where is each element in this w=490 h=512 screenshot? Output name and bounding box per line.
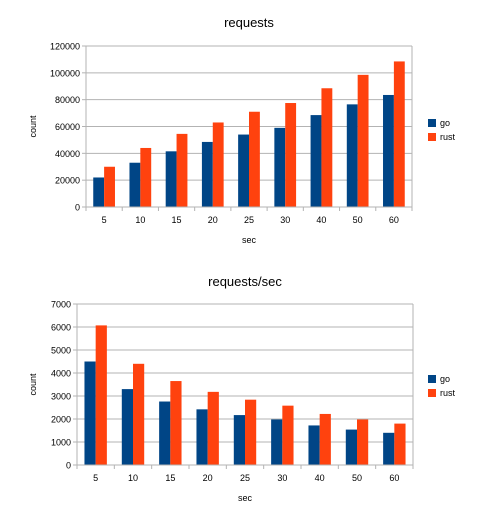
bar-go [383,432,395,465]
y-tick-label: 0 [66,461,71,471]
bar-rust [249,111,260,207]
legend-swatch-rust [428,389,436,397]
bar-rust [394,423,406,465]
x-tick-label: 10 [128,473,138,483]
bar-go [121,389,133,465]
y-axis-label: count [28,115,38,138]
x-tick-label: 30 [277,473,287,483]
requests-chart: requests 0 20000 40000 60000 80000 100000 12000… [28,15,456,245]
x-tick-label: 20 [203,473,213,483]
y-tick-label: 20000 [55,176,80,186]
bar-rust [357,419,369,465]
chart-title: requests [224,15,274,30]
y-axis-label: count [28,373,38,396]
y-tick-label: 1000 [51,438,71,448]
legend-label-rust: rust [440,132,456,142]
x-tick-label: 25 [240,473,250,483]
x-tick-label: 60 [389,473,399,483]
y-tick-label: 80000 [55,95,80,105]
requests-per-sec-chart: requests/sec 0 1000 2000 3000 4000 5000 6000 700… [28,274,456,503]
legend-swatch-go [428,375,436,383]
bar-rust [140,147,152,207]
bar-go [84,361,96,465]
y-tick-label: 40000 [55,149,80,159]
legend-swatch-rust [428,133,436,141]
bar-rust [207,391,219,465]
bar-rust [170,381,182,465]
y-tick-label: 3000 [51,392,71,402]
bar-go [93,177,105,207]
bar-go [310,115,322,207]
x-tick-label: 40 [315,473,325,483]
legend-label-go: go [440,374,450,384]
bar-rust [245,399,257,465]
x-tick-label: 5 [102,215,107,225]
bar-go [274,127,286,207]
y-tick-label: 4000 [51,369,71,379]
bar-rust [212,122,224,207]
bar-go [129,162,141,207]
bar-go [345,429,357,465]
y-tick-label: 100000 [50,68,80,78]
y-tick-label: 0 [75,203,80,213]
bar-rust [176,133,188,207]
legend-swatch-go [428,119,436,127]
bar-go [159,401,171,465]
bar-go [165,151,177,207]
chart-title: requests/sec [208,274,282,289]
bar-rust [104,166,115,207]
y-tick-label: 6000 [51,323,71,333]
bar-go [201,141,213,207]
x-tick-label: 40 [316,215,326,225]
x-tick-label: 50 [352,473,362,483]
bar-rust [133,363,145,465]
y-tick-label: 7000 [51,300,71,310]
x-axis-label: sec [238,493,253,503]
x-tick-label: 15 [172,215,182,225]
bar-go [233,415,245,465]
y-tick-label: 5000 [51,346,71,356]
bar-go [238,134,249,207]
x-tick-label: 15 [165,473,175,483]
bar-go [308,425,320,465]
bar-rust [319,413,331,465]
x-tick-label: 25 [244,215,254,225]
legend-label-go: go [440,118,450,128]
y-tick-label: 60000 [55,122,80,132]
bar-rust [285,103,297,207]
x-tick-label: 60 [389,215,399,225]
bar-go [271,419,283,465]
y-tick-label: 2000 [51,415,71,425]
bar-rust [357,74,369,208]
bar-rust [321,88,333,207]
x-tick-label: 50 [353,215,363,225]
x-axis-label: sec [242,235,257,245]
bar-rust [95,325,107,465]
bar-go [383,94,394,207]
y-tick-label: 120000 [50,42,80,52]
bar-go [196,409,208,465]
bar-rust [282,405,294,465]
legend-label-rust: rust [440,388,456,398]
x-tick-label: 30 [280,215,290,225]
x-tick-label: 10 [135,215,145,225]
x-tick-label: 20 [208,215,218,225]
bar-go [346,104,358,207]
x-tick-label: 5 [93,473,98,483]
bar-rust [393,61,405,207]
